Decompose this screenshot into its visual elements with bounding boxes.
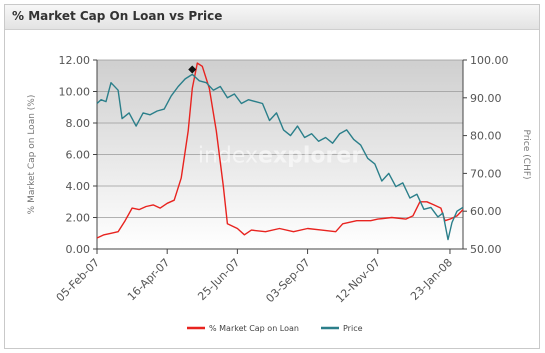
legend-item-price-label: Price (343, 324, 363, 333)
left-tick-label: 12.00 (59, 54, 91, 67)
left-tick-label: 6.00 (66, 149, 91, 162)
grid-lines (97, 59, 463, 218)
x-tick-label: 03-Sep-07 (263, 256, 312, 305)
x-tick-label: 25-Jun-07 (195, 256, 242, 303)
series-line-price (96, 73, 464, 241)
right-tick-label: 50.00 (470, 243, 502, 256)
right-tick-label: 60.00 (470, 205, 502, 218)
left-tick-label: 4.00 (66, 180, 91, 193)
marker-diamond (188, 65, 197, 74)
x-tick-label: 23-Jan-08 (408, 256, 455, 303)
left-tick-label: 0.00 (66, 243, 91, 256)
axes (93, 59, 467, 254)
right-axis-title: Price (CHF) (521, 129, 531, 179)
series-line-loan (96, 62, 464, 239)
right-tick-label: 70.00 (470, 167, 502, 180)
watermark-part-explorer: explorer (258, 144, 362, 169)
right-tick-label: 80.00 (470, 130, 502, 143)
series-lines (96, 62, 464, 241)
legend-item-loan-label: % Market Cap on Loan (209, 324, 299, 333)
legend: % Market Cap on Loan Price (187, 324, 363, 333)
panel-title: % Market Cap On Loan vs Price (12, 9, 223, 23)
x-tick-label: 12-Nov-07 (333, 256, 383, 306)
watermark-part-index: index (198, 144, 258, 169)
left-axis-title: % Market Cap on Loan (%) (27, 95, 37, 215)
panel-header: % Market Cap On Loan vs Price (5, 5, 539, 30)
right-tick-label: 100.00 (470, 54, 509, 67)
left-tick-label: 2.00 (66, 212, 91, 225)
watermark: indexexplorer (198, 144, 362, 169)
x-tick-label: 16-Apr-07 (125, 256, 172, 303)
left-tick-label: 10.00 (59, 86, 91, 99)
right-tick-label: 90.00 (470, 92, 502, 105)
left-tick-label: 8.00 (66, 117, 91, 130)
x-tick-label: 05-Feb-07 (54, 256, 102, 304)
